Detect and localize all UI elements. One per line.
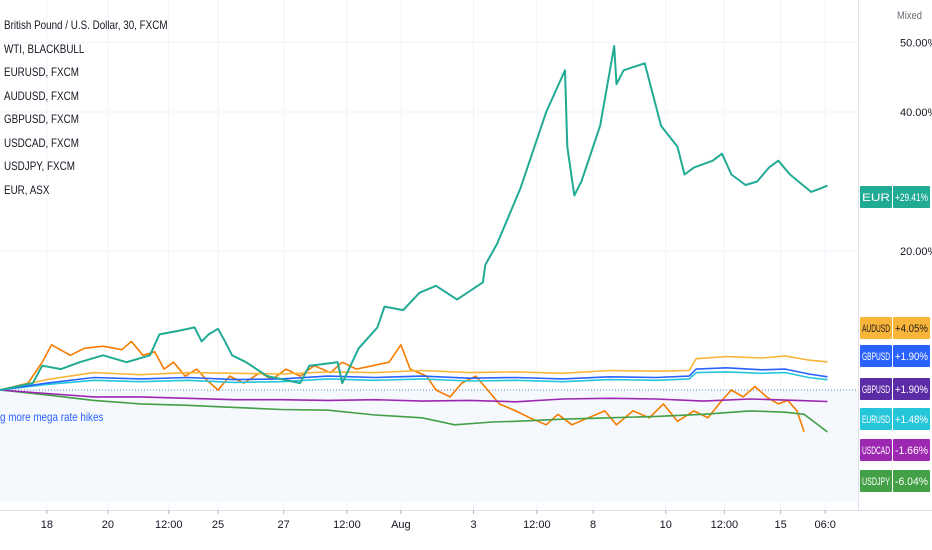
y-tick-label: 40.00% <box>900 107 932 119</box>
badge-symbol-label: AUDUSD <box>862 323 890 335</box>
series-line-audusd[interactable] <box>0 355 828 391</box>
shaded-region <box>0 390 858 502</box>
x-tick-label: 12:00 <box>523 519 551 531</box>
x-tick-label: 12:00 <box>155 519 183 531</box>
badge-symbol-bg <box>860 378 892 400</box>
badge-value-bg <box>893 345 930 367</box>
badge-value-bg <box>893 408 930 430</box>
badge-value-bg <box>893 439 930 461</box>
badge-symbol-bg <box>860 439 892 461</box>
badge-symbol-label: GBPUSD <box>862 351 890 363</box>
badge-gbpusd_main[interactable]: GBPUSD +1.90% <box>860 378 930 400</box>
badge-symbol-label: EURUSD <box>862 414 890 426</box>
badge-gbpusd[interactable]: GBPUSD +1.90% <box>860 345 930 367</box>
badge-usdcad[interactable]: USDCAD -1.66% <box>860 439 930 461</box>
badge-value-label: +1.90% <box>895 351 928 363</box>
badge-value-label: -1.66% <box>895 445 928 457</box>
y-tick-label: 20.00% <box>900 246 932 258</box>
legend-item-usdcad[interactable]: USDCAD, FXCM <box>4 135 79 150</box>
badge-value-label: +1.48% <box>895 414 928 426</box>
x-tick-label: 15 <box>775 519 787 531</box>
legend: British Pound / U.S. Dollar, 30, FXCM WT… <box>4 14 168 202</box>
badge-value-bg <box>893 186 930 208</box>
x-tick-label: 12:00 <box>333 519 361 531</box>
badge-value-label: +29.41% <box>895 192 928 204</box>
badge-eur[interactable]: EUR +29.41% <box>860 186 930 208</box>
x-tick-label: 25 <box>212 519 224 531</box>
badge-symbol-bg <box>860 345 892 367</box>
x-tick-label: Aug <box>391 519 411 531</box>
legend-item-usdjpy[interactable]: USDJPY, FXCM <box>4 159 75 173</box>
badge-usdjpy[interactable]: USDJPY -6.04% <box>860 470 930 492</box>
badge-value-label: -6.04% <box>895 476 928 488</box>
badge-audusd[interactable]: AUDUSD +4.05% <box>860 317 930 339</box>
series-layer <box>0 45 828 433</box>
badge-symbol-bg <box>860 408 892 430</box>
scale-mode-label[interactable]: Mixed <box>897 10 922 22</box>
legend-item-audusd[interactable]: AUDUSD, FXCM <box>4 88 79 103</box>
x-tick-label: 06:0 <box>814 519 835 531</box>
badge-symbol-label: GBPUSD <box>862 384 890 396</box>
series-line-eurusd[interactable] <box>0 371 828 391</box>
legend-item-gbpusd[interactable]: GBPUSD, FXCM <box>4 112 79 126</box>
badge-symbol-label: USDCAD <box>862 445 890 457</box>
series-line-usdjpy[interactable] <box>0 389 828 433</box>
badge-symbol-bg <box>860 470 892 492</box>
series-line-usdcad[interactable] <box>0 389 828 403</box>
y-tick-label: 50.00% <box>900 38 932 50</box>
badge-symbol-bg <box>860 317 892 339</box>
series-line-wti[interactable] <box>0 340 805 432</box>
x-tick-label: 20 <box>102 519 114 531</box>
legend-item-eur[interactable]: EUR, ASX <box>4 182 50 197</box>
x-tick-label: 12:00 <box>711 519 739 531</box>
badge-value-label: +4.05% <box>895 323 928 335</box>
badge-value-bg <box>893 317 930 339</box>
x-tick-label: 3 <box>470 519 476 531</box>
badge-symbol-label: EUR <box>862 192 890 204</box>
x-tick-label: 10 <box>660 519 672 531</box>
x-tick-label: 18 <box>41 519 53 531</box>
x-tick-label: 27 <box>278 519 290 531</box>
chart-annotation: g more mega rate hikes <box>0 410 104 424</box>
price-axis: 50.00% 40.00% 20.00% <box>900 38 932 259</box>
x-tick-label: 8 <box>590 519 596 531</box>
badge-eurusd[interactable]: EURUSD +1.48% <box>860 408 930 430</box>
legend-item-wti[interactable]: WTI, BLACKBULL <box>4 41 85 56</box>
badge-symbol-bg <box>860 186 892 208</box>
legend-item-main-symbol[interactable]: British Pound / U.S. Dollar, 30, FXCM <box>4 18 168 32</box>
badge-value-label: +1.90% <box>895 384 928 396</box>
series-badges: EUR +29.41%AUDUSD +4.05%GBPUSD +1.90%GBPUSD… <box>860 186 930 492</box>
series-line-gbpusd[interactable] <box>0 367 828 391</box>
series-line-eur[interactable] <box>0 45 828 391</box>
badge-symbol-label: USDJPY <box>862 476 890 488</box>
legend-item-eurusd[interactable]: EURUSD, FXCM <box>4 65 79 79</box>
badge-value-bg <box>893 470 930 492</box>
time-axis: 18 20 12:00 25 27 12:00 Aug 3 12:00 8 10 12:00 15 06:… <box>41 510 836 531</box>
badge-value-bg <box>893 378 930 400</box>
